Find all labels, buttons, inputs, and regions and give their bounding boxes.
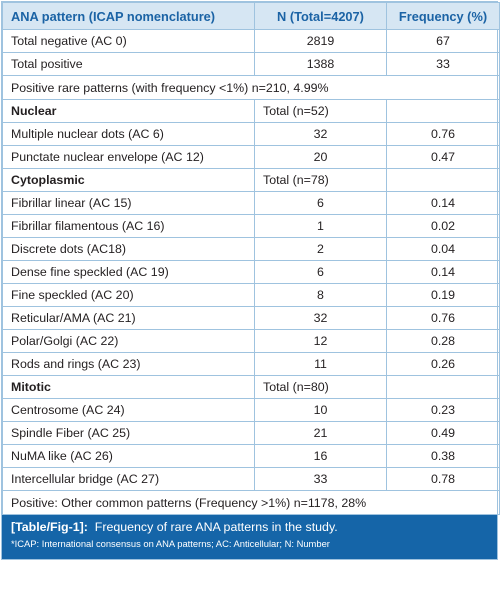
ana-table-figure: ANA pattern (ICAP nomenclature) N (Total… — [1, 1, 500, 560]
group-name: Mitotic — [2, 375, 255, 399]
group-name: Cytoplasmic — [2, 168, 255, 192]
table-row: Fibrillar linear (AC 15) 6 0.14 — [2, 191, 500, 215]
group-header-row: Mitotic Total (n=80) — [2, 375, 500, 399]
pattern-cell: Fibrillar linear (AC 15) — [2, 191, 255, 215]
count-cell: 2 — [254, 237, 387, 261]
empty-cell — [386, 375, 500, 399]
count-cell: 21 — [254, 421, 387, 445]
count-cell: 16 — [254, 444, 387, 468]
frequency-cell: 33 — [386, 52, 500, 76]
count-cell: 20 — [254, 145, 387, 169]
summary-row: Total positive 1388 33 — [2, 52, 500, 76]
caption-footnote: *ICAP: International consensus on ANA pa… — [11, 538, 330, 549]
pattern-cell: Total negative (AC 0) — [2, 29, 255, 53]
common-patterns-note: Positive: Other common patterns (Frequen… — [2, 490, 500, 515]
frequency-cell: 0.76 — [386, 306, 500, 330]
table-row: Centrosome (AC 24) 10 0.23 — [2, 398, 500, 422]
frequency-cell: 67 — [386, 29, 500, 53]
count-cell: 6 — [254, 260, 387, 284]
table-row: Spindle Fiber (AC 25) 21 0.49 — [2, 421, 500, 445]
frequency-cell: 0.02 — [386, 214, 500, 238]
count-cell: 32 — [254, 306, 387, 330]
count-cell: 1388 — [254, 52, 387, 76]
frequency-cell: 0.78 — [386, 467, 500, 491]
frequency-cell: 0.04 — [386, 237, 500, 261]
pattern-cell: Reticular/AMA (AC 21) — [2, 306, 255, 330]
caption-tag: [Table/Fig-1]: — [11, 520, 88, 534]
table-row: Multiple nuclear dots (AC 6) 32 0.76 — [2, 122, 500, 146]
pattern-cell: Fine speckled (AC 20) — [2, 283, 255, 307]
empty-cell — [386, 99, 500, 123]
rare-patterns-note: Positive rare patterns (with frequency <… — [2, 75, 500, 100]
table-row: Reticular/AMA (AC 21) 32 0.76 — [2, 306, 500, 330]
count-cell: 32 — [254, 122, 387, 146]
group-header-row: Nuclear Total (n=52) — [2, 99, 500, 123]
count-cell: 1 — [254, 214, 387, 238]
frequency-cell: 0.76 — [386, 122, 500, 146]
group-total: Total (n=80) — [254, 375, 387, 399]
table-body: ANA pattern (ICAP nomenclature) N (Total… — [2, 2, 500, 515]
frequency-cell: 0.28 — [386, 329, 500, 353]
frequency-cell: 0.14 — [386, 191, 500, 215]
caption-line: [Table/Fig-1]: Frequency of rare ANA pat… — [11, 519, 488, 536]
pattern-cell: Polar/Golgi (AC 22) — [2, 329, 255, 353]
table-row: NuMA like (AC 26) 16 0.38 — [2, 444, 500, 468]
caption-text: Frequency of rare ANA patterns in the st… — [94, 520, 338, 534]
frequency-cell: 0.38 — [386, 444, 500, 468]
frequency-cell: 0.47 — [386, 145, 500, 169]
table-row: Punctate nuclear envelope (AC 12) 20 0.47 — [2, 145, 500, 169]
common-patterns-row: Positive: Other common patterns (Frequen… — [2, 490, 500, 515]
figure-caption: [Table/Fig-1]: Frequency of rare ANA pat… — [2, 515, 497, 559]
empty-cell — [386, 168, 500, 192]
table-row: Fibrillar filamentous (AC 16) 1 0.02 — [2, 214, 500, 238]
frequency-cell: 0.14 — [386, 260, 500, 284]
pattern-cell: Discrete dots (AC18) — [2, 237, 255, 261]
table-row: Intercellular bridge (AC 27) 33 0.78 — [2, 467, 500, 491]
ana-pattern-table: ANA pattern (ICAP nomenclature) N (Total… — [2, 2, 500, 515]
pattern-cell: Intercellular bridge (AC 27) — [2, 467, 255, 491]
frequency-cell: 0.49 — [386, 421, 500, 445]
pattern-cell: Dense fine speckled (AC 19) — [2, 260, 255, 284]
count-cell: 11 — [254, 352, 387, 376]
group-name: Nuclear — [2, 99, 255, 123]
pattern-cell: NuMA like (AC 26) — [2, 444, 255, 468]
table-row: Polar/Golgi (AC 22) 12 0.28 — [2, 329, 500, 353]
count-cell: 2819 — [254, 29, 387, 53]
count-cell: 10 — [254, 398, 387, 422]
frequency-cell: 0.26 — [386, 352, 500, 376]
group-total: Total (n=52) — [254, 99, 387, 123]
table-row: Discrete dots (AC18) 2 0.04 — [2, 237, 500, 261]
table-row: Fine speckled (AC 20) 8 0.19 — [2, 283, 500, 307]
group-total: Total (n=78) — [254, 168, 387, 192]
pattern-cell: Punctate nuclear envelope (AC 12) — [2, 145, 255, 169]
summary-row: Total negative (AC 0) 2819 67 — [2, 29, 500, 53]
count-cell: 6 — [254, 191, 387, 215]
pattern-cell: Centrosome (AC 24) — [2, 398, 255, 422]
header-n: N (Total=4207) — [254, 2, 387, 30]
table-header-row: ANA pattern (ICAP nomenclature) N (Total… — [2, 2, 500, 30]
table-row: Dense fine speckled (AC 19) 6 0.14 — [2, 260, 500, 284]
count-cell: 12 — [254, 329, 387, 353]
pattern-cell: Multiple nuclear dots (AC 6) — [2, 122, 255, 146]
rare-patterns-row: Positive rare patterns (with frequency <… — [2, 75, 500, 100]
pattern-cell: Fibrillar filamentous (AC 16) — [2, 214, 255, 238]
pattern-cell: Spindle Fiber (AC 25) — [2, 421, 255, 445]
table-row: Rods and rings (AC 23) 11 0.26 — [2, 352, 500, 376]
count-cell: 33 — [254, 467, 387, 491]
pattern-cell: Rods and rings (AC 23) — [2, 352, 255, 376]
pattern-cell: Total positive — [2, 52, 255, 76]
header-pattern: ANA pattern (ICAP nomenclature) — [2, 2, 255, 30]
group-header-row: Cytoplasmic Total (n=78) — [2, 168, 500, 192]
header-frequency: Frequency (%) — [386, 2, 500, 30]
frequency-cell: 0.19 — [386, 283, 500, 307]
count-cell: 8 — [254, 283, 387, 307]
frequency-cell: 0.23 — [386, 398, 500, 422]
